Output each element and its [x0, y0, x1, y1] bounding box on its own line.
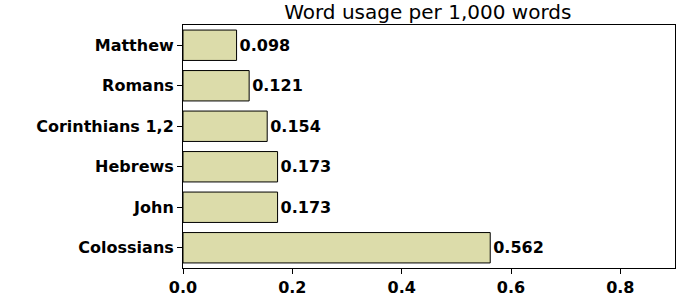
svg-text:0.562: 0.562: [493, 238, 544, 257]
svg-text:0.173: 0.173: [281, 198, 332, 217]
svg-text:0.154: 0.154: [270, 117, 321, 136]
svg-text:John: John: [133, 198, 174, 217]
svg-text:Colossians: Colossians: [78, 238, 173, 257]
svg-text:0.098: 0.098: [240, 36, 291, 55]
svg-text:0.173: 0.173: [281, 157, 332, 176]
svg-text:Matthew: Matthew: [95, 36, 174, 55]
svg-text:Romans: Romans: [102, 76, 174, 95]
svg-text:0.0: 0.0: [169, 278, 197, 297]
svg-text:0.4: 0.4: [387, 278, 415, 297]
svg-text:Corinthians 1,2: Corinthians 1,2: [36, 117, 174, 136]
svg-text:Word usage per 1,000 words: Word usage per 1,000 words: [284, 0, 571, 24]
svg-text:0.121: 0.121: [252, 76, 303, 95]
svg-text:0.6: 0.6: [497, 278, 525, 297]
svg-text:0.2: 0.2: [278, 278, 306, 297]
svg-text:Hebrews: Hebrews: [95, 157, 174, 176]
svg-text:0.8: 0.8: [606, 278, 634, 297]
